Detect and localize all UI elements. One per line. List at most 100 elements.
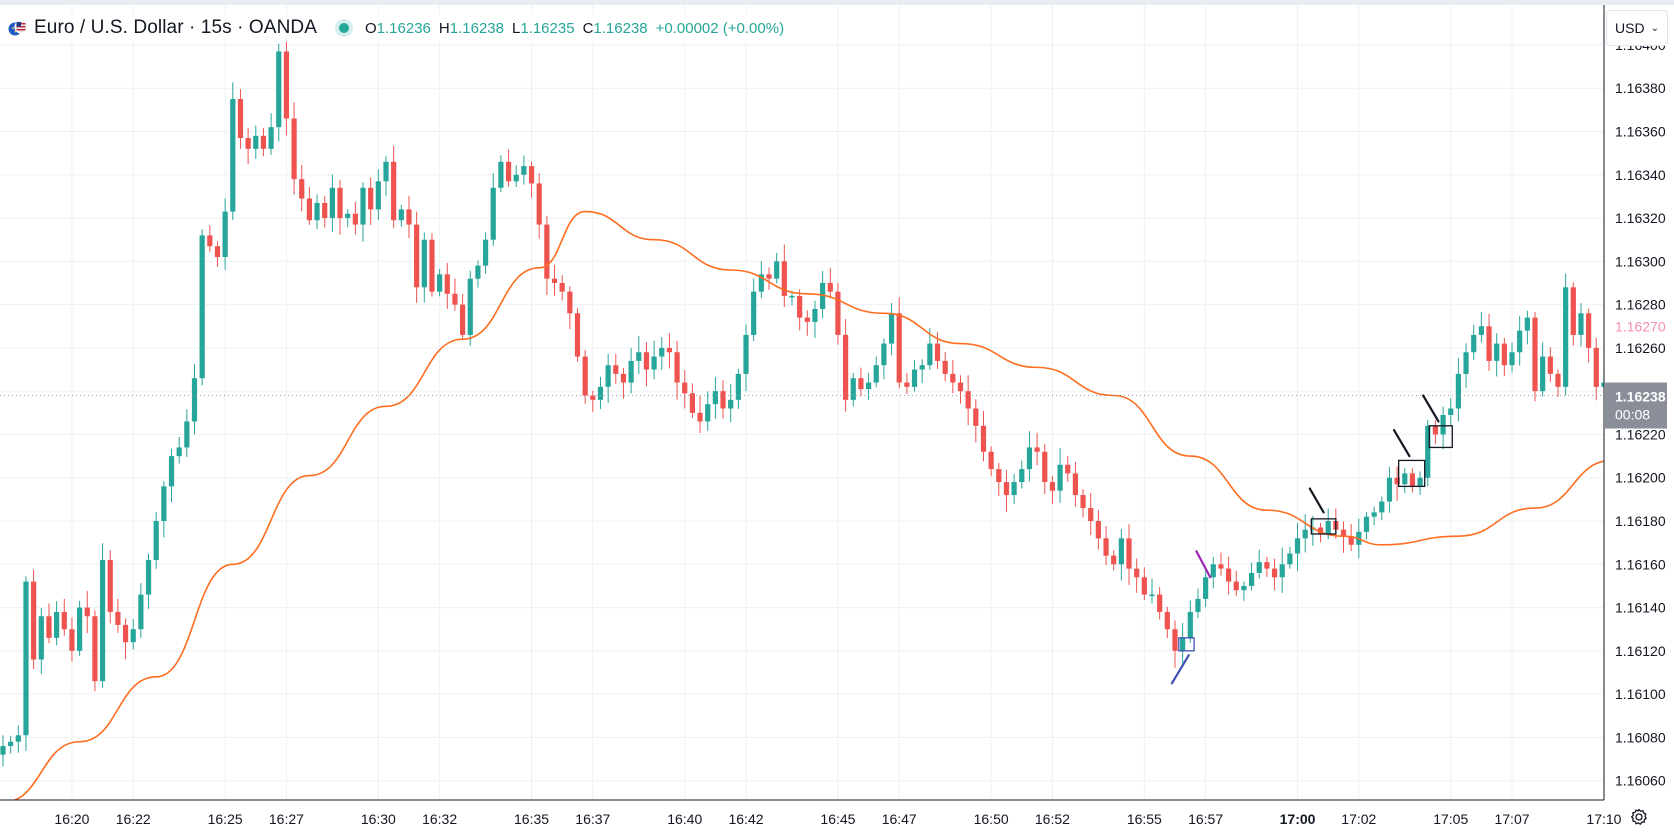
candle[interactable]: [689, 383, 695, 419]
candle[interactable]: [1264, 556, 1270, 577]
candle[interactable]: [276, 43, 282, 142]
candle[interactable]: [337, 179, 343, 235]
candle[interactable]: [1425, 420, 1431, 487]
candle[interactable]: [1371, 506, 1377, 526]
candle[interactable]: [414, 211, 420, 303]
candle[interactable]: [751, 278, 757, 342]
candle[interactable]: [314, 194, 320, 230]
candle[interactable]: [1294, 523, 1301, 571]
candle[interactable]: [92, 610, 98, 692]
candle[interactable]: [1478, 311, 1484, 343]
candle[interactable]: [1593, 338, 1599, 401]
candle[interactable]: [322, 195, 328, 228]
candle[interactable]: [919, 359, 925, 384]
candle[interactable]: [1034, 432, 1040, 466]
drawing-rectangle[interactable]: [1178, 637, 1195, 652]
candle[interactable]: [38, 608, 44, 674]
candle[interactable]: [1072, 461, 1078, 507]
candle[interactable]: [735, 368, 741, 409]
candle[interactable]: [743, 324, 749, 392]
candle[interactable]: [467, 270, 473, 346]
candle[interactable]: [383, 155, 389, 196]
candle[interactable]: [230, 82, 236, 221]
candle[interactable]: [850, 372, 856, 407]
candle[interactable]: [69, 617, 75, 662]
candle[interactable]: [1532, 311, 1538, 402]
candle[interactable]: [988, 446, 994, 477]
candle[interactable]: [1111, 550, 1117, 571]
candle[interactable]: [835, 282, 841, 345]
candle[interactable]: [980, 411, 987, 462]
candle[interactable]: [1226, 556, 1232, 595]
candle[interactable]: [145, 553, 152, 609]
candle[interactable]: [1440, 406, 1446, 450]
candle[interactable]: [559, 275, 565, 301]
candle[interactable]: [54, 601, 60, 646]
candle[interactable]: [674, 340, 680, 400]
candle[interactable]: [222, 198, 228, 270]
candle[interactable]: [77, 600, 83, 656]
candle[interactable]: [0, 735, 6, 767]
candle[interactable]: [1256, 549, 1262, 579]
candle[interactable]: [804, 310, 810, 336]
candle[interactable]: [1432, 420, 1439, 445]
candle[interactable]: [1494, 333, 1500, 377]
candle[interactable]: [207, 225, 213, 252]
candle[interactable]: [475, 260, 481, 288]
candle[interactable]: [237, 89, 244, 149]
candle[interactable]: [797, 289, 803, 331]
candle[interactable]: [582, 349, 588, 404]
candle[interactable]: [1471, 324, 1477, 360]
symbol-title[interactable]: Euro / U.S. Dollar · 15s · OANDA: [34, 17, 317, 38]
candle[interactable]: [843, 318, 849, 412]
candle[interactable]: [636, 336, 642, 375]
candle[interactable]: [1011, 474, 1017, 504]
candle[interactable]: [283, 35, 290, 136]
candle[interactable]: [789, 291, 795, 306]
candle[interactable]: [1555, 369, 1561, 398]
candle[interactable]: [1080, 489, 1086, 518]
candle[interactable]: [781, 244, 787, 307]
candle[interactable]: [536, 173, 542, 239]
candle[interactable]: [1103, 526, 1109, 565]
candle[interactable]: [858, 367, 864, 397]
drawing-trend-line[interactable]: [1308, 487, 1325, 514]
candle[interactable]: [574, 307, 581, 362]
candle[interactable]: [1279, 547, 1285, 593]
candle[interactable]: [1363, 512, 1370, 540]
candle[interactable]: [61, 598, 67, 636]
candle[interactable]: [1118, 529, 1124, 581]
candle[interactable]: [107, 550, 113, 624]
candle[interactable]: [1195, 588, 1201, 619]
candle[interactable]: [1540, 342, 1546, 397]
candle[interactable]: [1448, 398, 1454, 427]
candle[interactable]: [84, 591, 90, 634]
candle[interactable]: [927, 328, 933, 370]
candle[interactable]: [99, 543, 106, 688]
candle[interactable]: [1233, 570, 1239, 596]
candle[interactable]: [605, 353, 611, 403]
candle[interactable]: [1210, 556, 1216, 589]
candle[interactable]: [1409, 468, 1416, 493]
candle[interactable]: [643, 341, 650, 387]
drawing-trend-line[interactable]: [1195, 550, 1212, 579]
candle[interactable]: [1394, 466, 1400, 501]
candle[interactable]: [1517, 316, 1523, 366]
candle[interactable]: [191, 364, 198, 435]
candle[interactable]: [1187, 600, 1193, 643]
candle[interactable]: [1026, 431, 1033, 482]
candle[interactable]: [176, 437, 182, 464]
candle[interactable]: [613, 354, 619, 384]
candle[interactable]: [682, 369, 688, 409]
candle[interactable]: [957, 375, 964, 404]
candle[interactable]: [1149, 578, 1155, 604]
candle[interactable]: [329, 174, 335, 232]
candle[interactable]: [1386, 466, 1393, 513]
time-axis[interactable]: 16:20 16:22 16:25 16:27 16:30 16:32 16:35 16:37…: [0, 799, 1674, 840]
candle[interactable]: [904, 372, 910, 395]
candle[interactable]: [950, 360, 956, 394]
candle[interactable]: [697, 395, 703, 434]
candle[interactable]: [122, 618, 129, 660]
candle[interactable]: [996, 463, 1002, 496]
candle[interactable]: [1141, 567, 1147, 601]
